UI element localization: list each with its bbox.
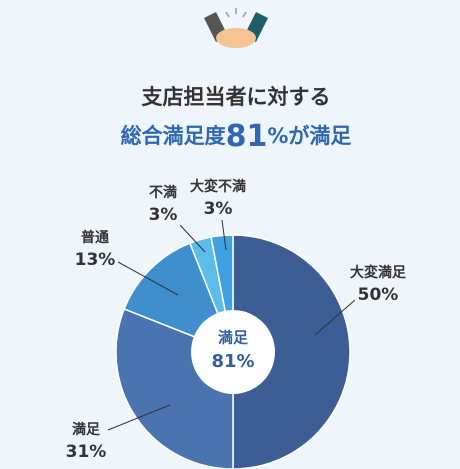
value-label: 31% [66,442,107,462]
leader-line [314,299,356,336]
center-label: 満足 [218,329,249,347]
center-value: 81% [211,351,254,372]
subtitle-part: %が満足 [267,124,351,148]
slice-label: 大変不満 [190,178,246,195]
leader-line [221,219,227,251]
value-label: 13% [75,250,116,270]
leader-line [107,404,171,431]
leader-line [179,224,206,253]
value-label: 3% [149,205,178,225]
value-label: 50% [358,285,399,305]
chart-title: 支店担当者に対する [142,85,331,109]
slice-label: 普通 [81,229,109,246]
pie-slice [232,234,351,469]
subtitle: 総合満足度81%が満足 [121,119,352,154]
handshake-icon [204,8,268,48]
donut-hole [191,310,275,394]
slice-label: 大変満足 [350,264,407,281]
slice-label: 満足 [72,421,101,438]
leader-line [117,261,179,296]
subtitle-part: 総合満足度 [121,124,226,148]
subtitle-part: 81 [226,119,268,154]
value-label: 3% [204,199,233,219]
slice-label: 不満 [149,184,177,201]
